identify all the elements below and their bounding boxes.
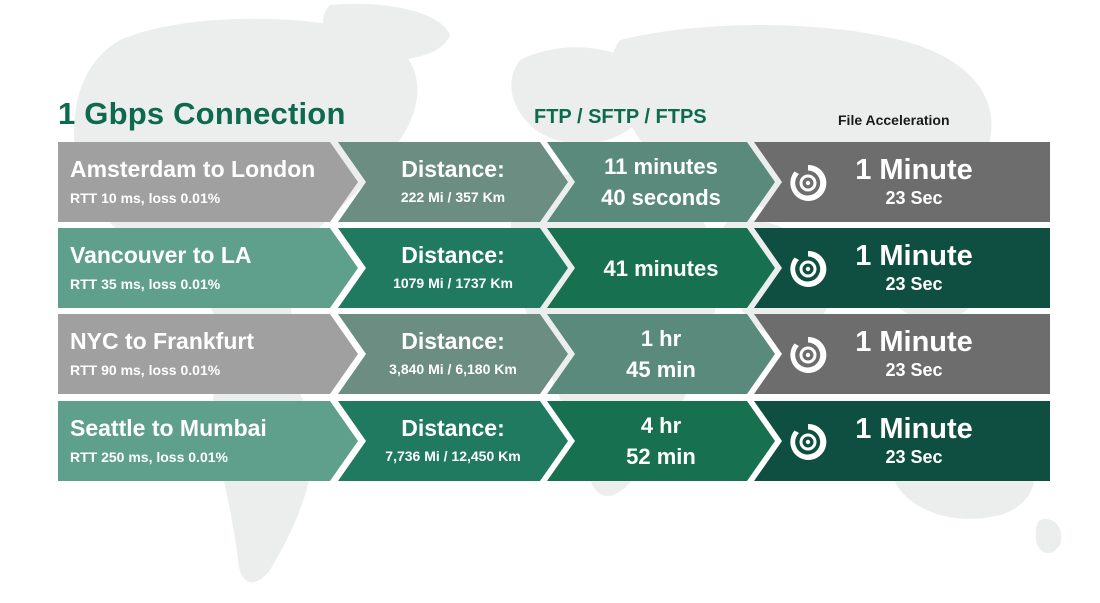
distance-value: 7,736 Mi / 12,450 Km: [385, 448, 521, 464]
ftp-time-segment: 11 minutes 40 seconds: [547, 142, 775, 222]
ftp-transfer-time: 1 hr 45 min: [626, 326, 696, 382]
route-rtt-loss: RTT 250 ms, loss 0.01%: [70, 449, 228, 465]
acceleration-time-main: 1 Minute: [855, 240, 973, 272]
ftp-transfer-time: 41 minutes: [603, 255, 719, 281]
acceleration-time-sub: 23 Sec: [885, 188, 943, 208]
acceleration-time-sub: 23 Sec: [885, 360, 943, 380]
route-rtt-loss: RTT 10 ms, loss 0.01%: [70, 190, 221, 206]
route-segment: Vancouver to LA RTT 35 ms, loss 0.01%: [58, 228, 358, 308]
ftp-transfer-time: 11 minutes 40 seconds: [601, 154, 721, 210]
distance-value: 1079 Mi / 1737 Km: [393, 275, 513, 291]
ftp-transfer-time: 4 hr 52 min: [626, 413, 696, 469]
acceleration-segment: 1 Minute 23 Sec: [754, 228, 1050, 308]
distance-segment: Distance: 1079 Mi / 1737 Km: [338, 228, 568, 308]
distance-segment: Distance: 7,736 Mi / 12,450 Km: [338, 401, 568, 481]
ftp-time-segment: 4 hr 52 min: [547, 401, 775, 481]
acceleration-segment: 1 Minute 23 Sec: [754, 142, 1050, 222]
route-segment: Amsterdam to London RTT 10 ms, loss 0.01…: [58, 142, 358, 222]
acceleration-segment: 1 Minute 23 Sec: [754, 314, 1050, 394]
distance-label: Distance:: [401, 328, 505, 354]
route-rtt-loss: RTT 35 ms, loss 0.01%: [70, 276, 221, 292]
acceleration-segment: 1 Minute 23 Sec: [754, 401, 1050, 481]
acceleration-ring-icon: [790, 336, 827, 373]
acceleration-time-main: 1 Minute: [855, 326, 973, 358]
ftp-time-segment: 41 minutes: [547, 228, 775, 308]
acceleration-time-main: 1 Minute: [855, 154, 973, 186]
route-name: Vancouver to LA: [70, 242, 252, 268]
distance-label: Distance:: [401, 415, 505, 441]
acceleration-time-sub: 23 Sec: [885, 274, 943, 294]
route-segment: NYC to Frankfurt RTT 90 ms, loss 0.01%: [58, 314, 358, 394]
distance-segment: Distance: 3,840 Mi / 6,180 Km: [338, 314, 568, 394]
route-segment: Seattle to Mumbai RTT 250 ms, loss 0.01%: [58, 401, 358, 481]
distance-value: 3,840 Mi / 6,180 Km: [389, 361, 517, 377]
ftp-time-segment: 1 hr 45 min: [547, 314, 775, 394]
acceleration-column-heading: File Acceleration: [838, 112, 950, 128]
acceleration-ring-icon: [790, 164, 827, 201]
route-row: NYC to Frankfurt RTT 90 ms, loss 0.01% D…: [58, 314, 1050, 394]
route-name: Seattle to Mumbai: [70, 415, 267, 441]
acceleration-ring-icon: [790, 250, 827, 287]
route-row: Vancouver to LA RTT 35 ms, loss 0.01% Di…: [58, 228, 1050, 308]
route-name: Amsterdam to London: [70, 156, 316, 182]
acceleration-time-sub: 23 Sec: [885, 447, 943, 467]
route-rtt-loss: RTT 90 ms, loss 0.01%: [70, 362, 221, 378]
route-row: Seattle to Mumbai RTT 250 ms, loss 0.01%…: [58, 401, 1050, 481]
distance-segment: Distance: 222 Mi / 357 Km: [338, 142, 568, 222]
page-title: 1 Gbps Connection: [58, 96, 346, 131]
acceleration-time-main: 1 Minute: [855, 413, 973, 445]
route-row: Amsterdam to London RTT 10 ms, loss 0.01…: [58, 142, 1050, 222]
distance-label: Distance:: [401, 242, 505, 268]
distance-label: Distance:: [401, 156, 505, 182]
distance-value: 222 Mi / 357 Km: [400, 189, 506, 205]
ftp-column-heading: FTP / SFTP / FTPS: [534, 106, 707, 128]
route-name: NYC to Frankfurt: [70, 328, 254, 354]
acceleration-ring-icon: [790, 423, 827, 460]
